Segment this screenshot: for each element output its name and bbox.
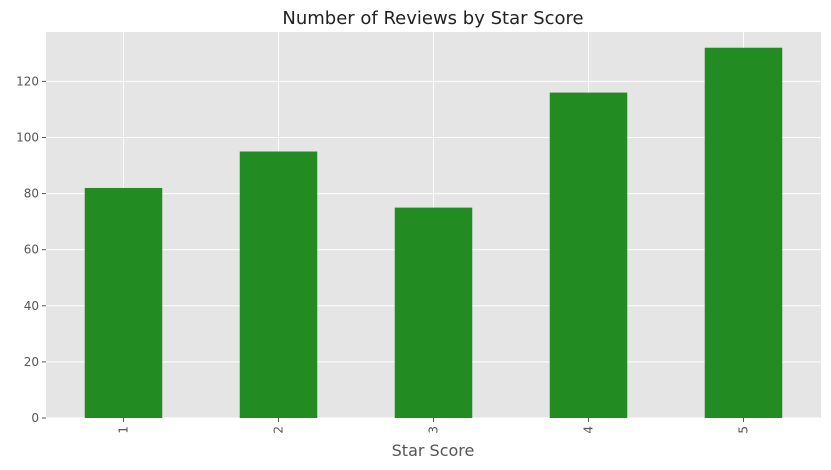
y-axis: 0 20 40 60 80 100 120 — [16, 74, 46, 425]
y-tick-label: 100 — [16, 130, 39, 144]
chart-title: Number of Reviews by Star Score — [282, 8, 583, 29]
x-axis-title: Star Score — [392, 441, 475, 460]
x-tick-label: 4 — [582, 426, 596, 434]
y-tick-label: 20 — [24, 355, 39, 369]
bar — [704, 47, 783, 419]
bar — [549, 92, 628, 419]
bars — [84, 47, 783, 419]
y-tick-label: 0 — [31, 411, 39, 425]
x-tick-label: 5 — [737, 426, 751, 434]
x-axis: 1 2 3 4 5 — [117, 418, 751, 434]
x-tick-label: 1 — [117, 426, 131, 434]
bar — [84, 187, 163, 418]
y-tick-label: 60 — [24, 243, 39, 257]
x-tick-label: 3 — [427, 426, 441, 434]
y-tick-label: 80 — [24, 187, 39, 201]
bar — [394, 207, 473, 418]
y-tick-label: 120 — [16, 74, 39, 88]
y-tick-label: 40 — [24, 299, 39, 313]
bar — [239, 151, 318, 418]
x-tick-label: 2 — [272, 426, 286, 434]
